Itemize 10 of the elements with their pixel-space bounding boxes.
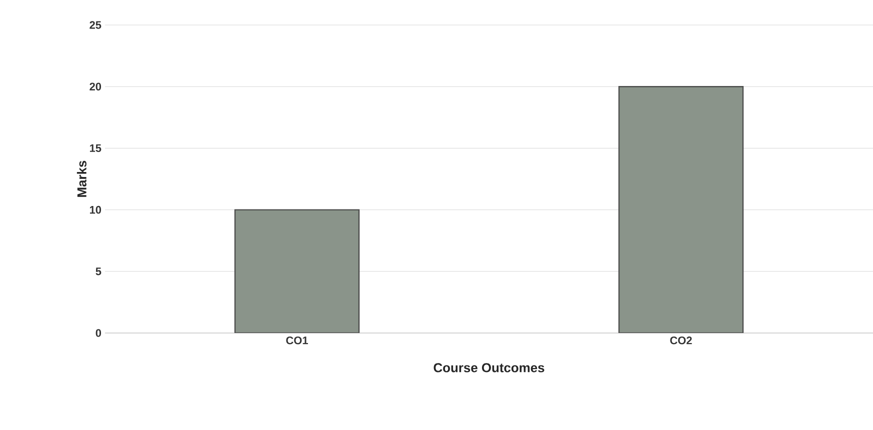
y-tick-label: 10: [90, 206, 102, 214]
y-tick-label: 20: [90, 82, 102, 90]
y-tick-label: 25: [90, 21, 102, 29]
y-tick-label: 5: [96, 268, 102, 276]
x-tick-label: CO1: [286, 336, 308, 344]
y-tick-label: 15: [90, 144, 102, 152]
y-tick-label: 0: [96, 329, 102, 337]
y-axis-title: Marks: [76, 160, 86, 197]
x-tick-label: CO2: [670, 336, 692, 344]
x-axis-title: Course Outcomes: [434, 363, 544, 372]
